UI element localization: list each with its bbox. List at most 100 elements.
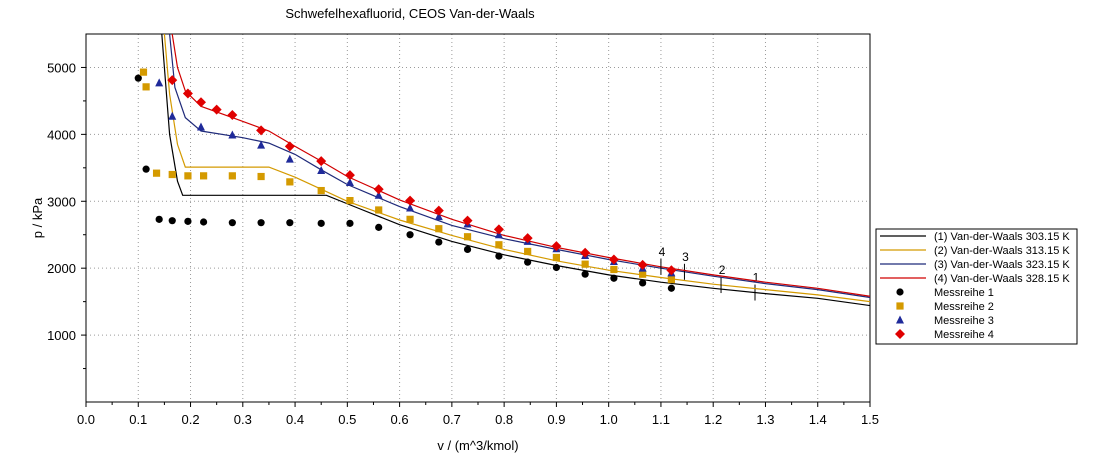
data-point [184,217,192,225]
x-tick-label: 0.0 [77,412,95,427]
legend-swatch-marker [896,302,904,310]
data-point [639,279,647,287]
data-point [610,274,618,282]
data-point [522,233,533,244]
x-tick-label: 0.2 [181,412,199,427]
data-point [581,260,589,268]
data-point [256,125,267,136]
x-tick-label: 0.5 [338,412,356,427]
data-point [142,165,150,173]
y-tick-label: 4000 [47,127,76,142]
curve-label-2: 2 [719,263,726,277]
data-point [200,172,208,180]
x-tick-label: 1.1 [652,412,670,427]
data-point [228,172,236,180]
data-point [637,259,648,270]
data-point [375,223,383,231]
data-point [405,195,416,206]
data-point [667,284,675,292]
data-point [184,172,192,180]
data-point [211,104,222,115]
data-point [155,78,164,87]
data-point [552,253,560,262]
data-point [345,178,354,187]
y-axis: 1000 2000 3000 4000 5000 [47,60,86,370]
legend-entry: Messreihe 3 [934,315,994,327]
data-point [375,206,383,214]
data-point [168,111,177,120]
data-point [463,233,472,241]
legend-swatch-marker [895,329,905,339]
data-point [286,219,294,227]
data-point [435,225,443,233]
data-point [462,215,473,226]
data-point [316,156,327,167]
data-point [344,170,355,181]
y-tick-label: 5000 [47,60,76,75]
data-point [317,219,325,227]
data-point [346,219,354,227]
data-point [317,165,326,174]
curve-label-3: 3 [682,250,689,264]
x-tick-label: 0.1 [129,412,147,427]
y-tick-label: 3000 [47,194,76,209]
legend-entry: (1) Van-der-Waals 303.15 K [934,231,1070,243]
x-tick-label: 1.2 [704,412,722,427]
legend-swatch-marker [896,315,904,324]
data-point [463,245,472,254]
x-tick-label: 1.0 [600,412,618,427]
data-point [228,130,237,139]
legend-entry: (3) Van-der-Waals 323.15 K [934,259,1070,271]
data-point [227,109,238,120]
x-axis: 0.0 0.1 0.2 0.3 0.4 0.5 0.6 0.7 0.8 0.9 1.0 1.1 1.2 1… [77,402,879,427]
data-point [134,74,142,82]
x-tick-label: 0.9 [547,412,565,427]
data-point [666,265,677,276]
series-line-4 [171,34,870,297]
data-point [406,203,415,212]
data-point [495,252,503,260]
x-tick-label: 1.4 [809,412,827,427]
data-point [168,217,176,225]
x-tick-label: 0.6 [391,412,409,427]
data-point [346,197,354,205]
data-point [257,219,265,227]
data-point [495,241,503,249]
curve-label-4: 4 [659,245,666,259]
data-point [373,184,384,195]
legend: (1) Van-der-Waals 303.15 K (2) Van-der-Wa… [875,228,1078,345]
data-point [168,170,176,179]
data-point [667,275,675,284]
data-point [257,172,265,181]
x-tick-label: 1.5 [861,412,879,427]
series-line-3 [169,34,870,299]
chart-title: Schwefelhexafluorid, CEOS Van-der-Waals [285,6,535,21]
plot-frame [85,33,871,403]
legend-entry: Messreihe 1 [934,287,994,299]
data-point [493,224,504,235]
y-tick-label: 2000 [47,261,76,276]
data-point [286,178,294,186]
data-point [435,238,443,246]
x-tick-label: 0.7 [443,412,461,427]
data-point [200,218,208,226]
data-point [552,263,561,272]
data-point [152,169,161,177]
curve-label-1: 1 [753,271,760,285]
plot-area: 1 2 3 4 [134,34,870,307]
series-line-2 [163,34,870,303]
series-line-1 [161,34,870,307]
x-tick-label: 1.3 [756,412,774,427]
data-point [167,75,178,86]
data-point [610,265,618,274]
data-point [639,270,647,278]
data-point [155,215,163,223]
data-point [284,141,295,152]
data-point [406,215,414,223]
legend-box [875,228,1078,345]
legend-swatch-marker [896,288,904,296]
data-point [551,241,562,252]
data-point [228,219,236,227]
x-axis-title: v / (m^3/kmol) [437,438,518,453]
